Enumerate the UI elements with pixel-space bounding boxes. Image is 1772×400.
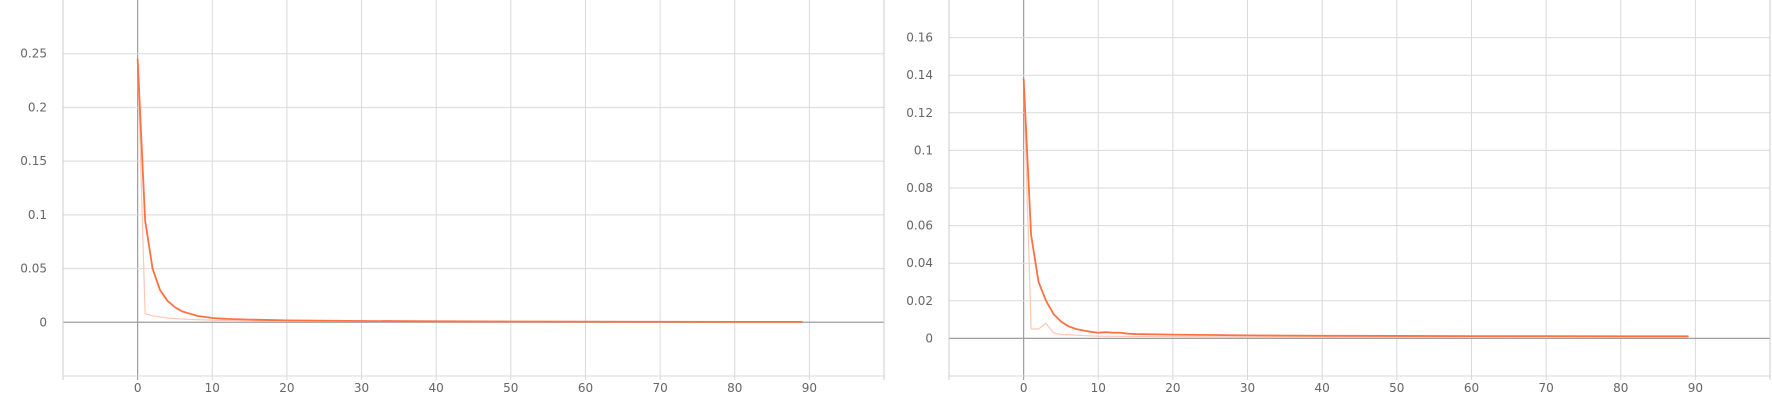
y-tick-label: 0.06 xyxy=(906,219,933,233)
smoothed-series-line xyxy=(136,58,803,323)
x-tick-label: 30 xyxy=(1240,381,1255,395)
x-tick-label: 50 xyxy=(503,381,518,395)
y-tick-label: 0.1 xyxy=(28,208,47,222)
x-tick-label: 10 xyxy=(1091,381,1106,395)
x-tick-label: 0 xyxy=(134,381,142,395)
y-tick-label: 0.15 xyxy=(20,154,47,168)
y-tick-label: 0.02 xyxy=(906,294,933,308)
x-tick-label: 90 xyxy=(1688,381,1703,395)
y-tick-label: 0.05 xyxy=(20,262,47,276)
x-tick-label: 30 xyxy=(354,381,369,395)
raw-series-line xyxy=(1023,78,1689,339)
x-tick-label: 20 xyxy=(279,381,294,395)
x-tick-label: 10 xyxy=(205,381,220,395)
x-tick-label: 60 xyxy=(1464,381,1479,395)
smoothed-series-line xyxy=(1022,78,1689,338)
x-tick-label: 40 xyxy=(429,381,444,395)
x-tick-label: 80 xyxy=(727,381,742,395)
y-tick-label: 0.12 xyxy=(906,106,933,120)
y-tick-label: 0 xyxy=(39,315,47,329)
x-tick-label: 70 xyxy=(652,381,667,395)
x-tick-label: 0 xyxy=(1020,381,1028,395)
y-tick-label: 0.2 xyxy=(28,100,47,114)
x-tick-label: 40 xyxy=(1315,381,1330,395)
x-tick-label: 50 xyxy=(1389,381,1404,395)
y-tick-label: 0.1 xyxy=(914,143,933,157)
raw-series-line xyxy=(137,58,803,323)
x-tick-label: 80 xyxy=(1613,381,1628,395)
y-tick-label: 0.08 xyxy=(906,181,933,195)
x-tick-label: 20 xyxy=(1165,381,1180,395)
y-tick-label: 0 xyxy=(925,331,933,345)
right-loss-chart: 0 10 20 30 40 50 60 70 80 90 0 0.02 0.04 0.06 0.08 0.1 0… xyxy=(906,0,1771,395)
y-tick-label: 0.14 xyxy=(906,68,933,82)
y-tick-label: 0.25 xyxy=(20,47,47,61)
x-tick-label: 70 xyxy=(1538,381,1553,395)
left-loss-chart: 0 10 20 30 40 50 60 70 80 90 0 0.05 0.1 0.15 0.2 0.25 xyxy=(20,0,885,395)
y-tick-label: 0.16 xyxy=(906,31,933,45)
x-tick-label: 90 xyxy=(802,381,817,395)
x-tick-label: 60 xyxy=(578,381,593,395)
y-tick-label: 0.04 xyxy=(906,256,933,270)
